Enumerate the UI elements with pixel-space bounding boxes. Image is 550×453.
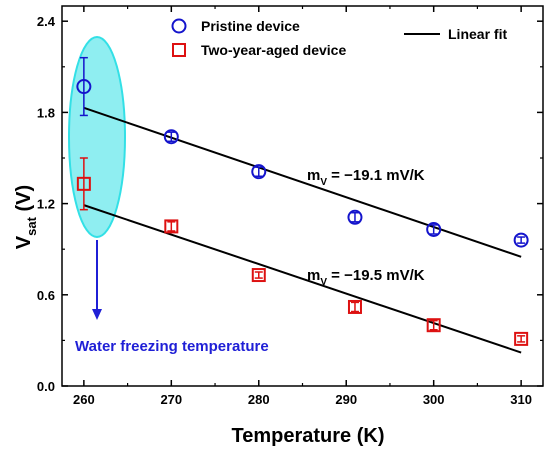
data-point-aged (76, 176, 91, 191)
y-axis-title-main: V (13, 235, 35, 249)
fit-line-1 (83, 204, 522, 354)
data-point-pristine (513, 232, 529, 248)
freezing-arrow-head (92, 309, 102, 320)
x-tick-label: 280 (248, 392, 270, 407)
x-tick-label: 260 (73, 392, 95, 407)
y-axis-title: Vsat (V) (13, 185, 39, 249)
legend-label-aged: Two-year-aged device (201, 42, 346, 58)
data-points-layer (76, 56, 529, 346)
legend-marker-pristine (171, 18, 187, 34)
annotation-pristine-slope: mV = −19.1 mV/K (307, 167, 425, 188)
highlight-layer (68, 36, 126, 320)
data-point-pristine (347, 209, 363, 225)
legend-marker-aged (172, 43, 186, 57)
legend-label-pristine: Pristine device (201, 18, 300, 34)
fit-lines-layer (83, 106, 522, 354)
y-tick-label: 1.8 (37, 105, 55, 120)
y-axis-title-unit-text: (V) (13, 185, 35, 212)
data-point-aged (164, 219, 179, 234)
x-axis-title: Temperature (K) (232, 425, 385, 447)
plot-frame (61, 5, 544, 387)
x-tick-label: 310 (510, 392, 532, 407)
axes-layer: 260 270 280 290 300 310 0.0 0.6 1.2 1.8 2.4 (37, 5, 544, 407)
y-axis-title-subscript: sat (24, 216, 39, 235)
y-tick-label: 0.6 (37, 288, 55, 303)
annotation-aged-slope: mV = −19.5 mV/K (307, 267, 425, 288)
x-tick-label: 290 (335, 392, 357, 407)
fit-line-0 (83, 106, 522, 258)
y-tick-label: 1.2 (37, 197, 55, 212)
svg-text:Vsat (V): Vsat (V) (13, 185, 39, 249)
data-point-pristine (426, 221, 442, 237)
data-point-aged (251, 268, 266, 283)
data-point-pristine (163, 129, 179, 145)
data-point-aged (426, 318, 441, 333)
y-tick-label: 2.4 (37, 14, 56, 29)
data-point-pristine (76, 79, 92, 95)
y-tick-label: 0.0 (37, 379, 55, 394)
legend-label-fit: Linear fit (448, 26, 507, 42)
data-point-aged (347, 299, 362, 314)
data-point-aged (514, 331, 529, 346)
highlight-ellipse (68, 36, 126, 238)
legend: Pristine device Two-year-aged device Lin… (171, 18, 507, 58)
data-point-pristine (251, 164, 267, 180)
x-tick-label: 270 (160, 392, 182, 407)
freezing-temperature-label: Water freezing temperature (75, 338, 269, 355)
x-tick-label: 300 (423, 392, 445, 407)
